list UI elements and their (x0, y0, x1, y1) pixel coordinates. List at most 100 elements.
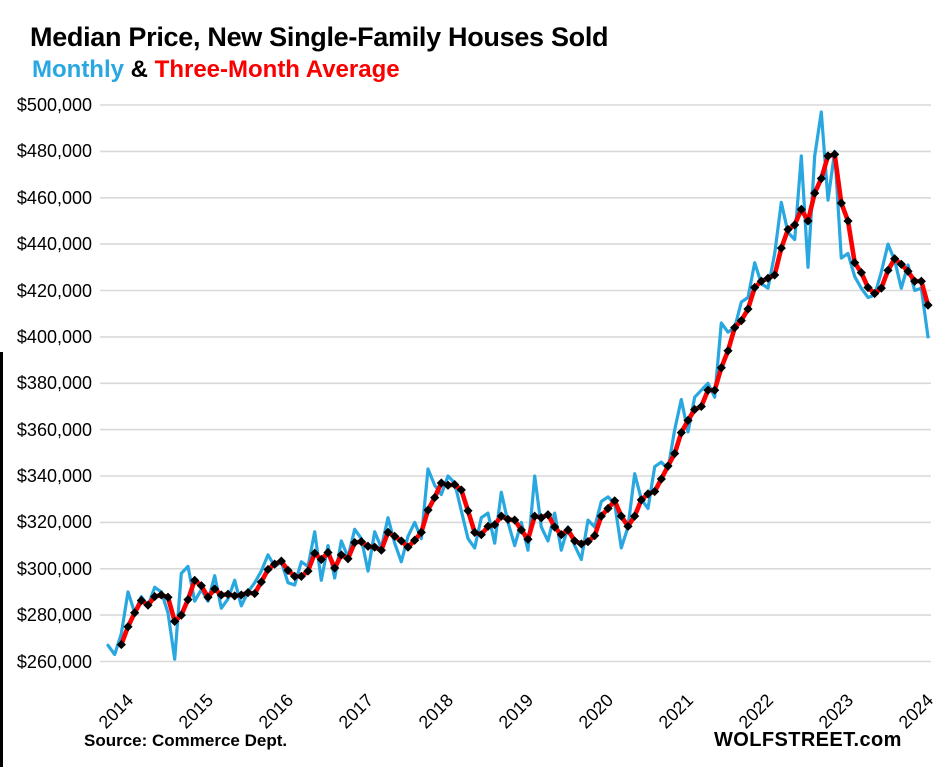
diamond-marker (803, 216, 813, 226)
diamond-marker (916, 276, 926, 286)
diamond-marker (396, 536, 406, 546)
y-tick-label: $320,000 (16, 512, 92, 533)
diamond-marker (150, 591, 160, 602)
diamond-marker (596, 511, 606, 521)
diamond-marker (196, 581, 206, 591)
diamond-marker (356, 537, 366, 547)
diamond-marker (470, 527, 480, 537)
diamond-marker (690, 404, 700, 415)
y-tick-label: $360,000 (16, 419, 92, 440)
diamond-marker (116, 639, 126, 650)
diamond-marker (350, 537, 360, 548)
diamond-marker (903, 266, 913, 276)
y-tick-label: $280,000 (16, 605, 92, 626)
diamond-marker (923, 300, 933, 310)
diamond-marker (430, 492, 440, 503)
diamond-marker (863, 282, 873, 293)
diamond-marker (390, 531, 400, 541)
diamond-marker (276, 556, 286, 566)
y-tick-label: $500,000 (16, 95, 92, 115)
y-tick-label: $420,000 (16, 280, 92, 301)
diamond-marker (776, 243, 786, 253)
y-tick-label: $460,000 (16, 187, 92, 208)
diamond-marker (436, 478, 446, 488)
diamond-marker (510, 515, 520, 525)
diamond-marker (250, 588, 260, 599)
legend-separator: & (123, 56, 155, 83)
diamond-marker (563, 525, 573, 535)
diamond-marker (136, 595, 146, 606)
diamond-marker (830, 149, 840, 159)
diamond-marker (190, 575, 200, 585)
diamond-marker (816, 173, 826, 184)
diamond-marker (210, 584, 220, 594)
diamond-marker (236, 590, 246, 600)
diamond-marker (790, 220, 800, 230)
diamond-marker (543, 510, 553, 520)
diamond-marker (870, 288, 880, 299)
diamond-marker (630, 511, 640, 521)
diamond-marker (163, 592, 173, 602)
diamond-marker (336, 550, 346, 560)
diamond-marker (616, 511, 626, 521)
diamond-marker (770, 270, 780, 280)
screenshot-edge-artifact (0, 352, 3, 767)
diamond-marker (283, 565, 293, 575)
diamond-marker (443, 480, 453, 490)
diamond-marker (896, 259, 906, 269)
diamond-marker (370, 542, 380, 552)
chart-subtitle: Monthly & Three-Month Average (32, 56, 400, 84)
diamond-marker (323, 547, 333, 558)
diamond-marker (363, 541, 373, 551)
diamond-marker (463, 506, 473, 516)
diamond-marker (183, 594, 193, 605)
y-tick-label: $480,000 (16, 141, 92, 162)
diamond-marker (310, 548, 320, 558)
source-note: Source: Commerce Dept. (84, 731, 288, 750)
diamond-marker (230, 591, 240, 601)
chart-title: Median Price, New Single-Family Houses S… (30, 22, 609, 52)
diamond-marker (856, 268, 866, 278)
diamond-marker (716, 363, 726, 373)
diamond-marker (850, 258, 860, 268)
diamond-marker (376, 545, 386, 555)
diamond-marker (550, 522, 560, 532)
diamond-marker (530, 511, 540, 521)
diamond-marker (516, 525, 526, 535)
diamond-marker (216, 590, 226, 600)
diamond-marker (456, 485, 466, 495)
diamond-marker (330, 563, 340, 573)
diamond-marker (796, 204, 806, 214)
diamond-marker (503, 514, 513, 524)
diamond-marker (663, 461, 673, 471)
diamond-marker (203, 592, 213, 602)
diamond-marker (683, 415, 693, 425)
diamond-marker (883, 265, 893, 275)
diamond-marker (876, 283, 886, 293)
diamond-marker (656, 474, 666, 484)
legend-monthly-label: Monthly (32, 56, 124, 83)
diamond-marker (263, 564, 273, 575)
diamond-marker (143, 600, 153, 610)
diamond-marker (736, 316, 746, 326)
diamond-marker (496, 511, 506, 521)
diamond-marker (783, 224, 793, 235)
diamond-marker (383, 527, 393, 537)
diamond-marker (170, 616, 180, 626)
diamond-marker (756, 276, 766, 286)
diamond-marker (623, 521, 633, 531)
diamond-marker (410, 535, 420, 545)
diamond-marker (703, 385, 713, 395)
diamond-marker (343, 554, 353, 564)
diamond-marker (576, 539, 586, 549)
legend-average-label: Three-Month Average (154, 56, 400, 83)
y-tick-label: $400,000 (16, 326, 92, 347)
diamond-marker (223, 589, 233, 599)
diamond-marker (296, 571, 306, 582)
diamond-marker (403, 542, 413, 552)
y-tick-label: $260,000 (16, 651, 92, 672)
diamond-marker (123, 622, 133, 632)
diamond-marker (523, 534, 533, 544)
y-tick-label: $380,000 (16, 373, 92, 394)
